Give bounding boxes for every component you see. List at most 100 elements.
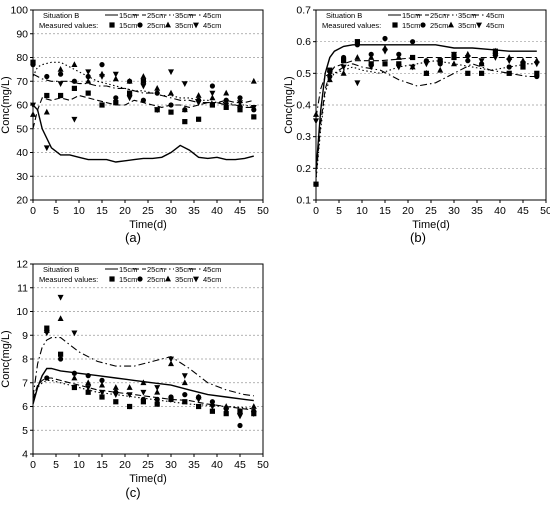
y-tick-label: 20 — [16, 195, 28, 207]
measured-point-15cm — [71, 384, 77, 391]
chart-panel-2: 0.1 0.2 0.3 0.4 0.5 0.6 0.7 0 5 10 15 20 25 30 35 40 45 5… — [283, 5, 550, 246]
measured-point-35cm — [30, 111, 36, 117]
y-tick-label: 90 — [16, 28, 28, 40]
measured-point-15cm — [58, 92, 64, 99]
y-tick-label: 100 — [10, 5, 28, 17]
measured-point-15cm — [209, 408, 215, 414]
measured-point-45cm — [71, 330, 78, 337]
measured-point-35cm — [85, 379, 92, 386]
series-line-15cm — [32, 367, 254, 405]
measured-point-35cm — [195, 92, 202, 98]
measured-point-45cm — [237, 413, 243, 420]
measured-point-45cm — [451, 51, 457, 58]
measured-point-25cm — [382, 35, 388, 42]
x-axis-label: Time(d) — [412, 219, 449, 231]
legend-marker-label: 25cm — [430, 21, 448, 30]
legend-box — [34, 11, 222, 31]
measured-point-25cm — [313, 181, 319, 187]
legend-title: Situation B — [43, 265, 79, 274]
legend-line-label: 15cm — [119, 265, 137, 274]
measured-point-25cm — [71, 370, 77, 376]
measured-point-15cm — [196, 116, 202, 122]
measured-point-15cm — [71, 85, 77, 91]
measured-point-35cm — [223, 89, 230, 96]
measured-point-25cm — [44, 73, 50, 80]
measured-point-45cm — [478, 58, 485, 65]
measured-point-25cm — [30, 62, 36, 68]
measured-point-45cm — [382, 48, 388, 55]
measured-point-45cm — [520, 61, 526, 68]
measured-point-45cm — [126, 392, 133, 399]
measured-point-35cm — [140, 73, 147, 79]
legend-measured-title: Measured values: — [322, 21, 381, 30]
x-tick-label: 15 — [379, 205, 391, 217]
x-tick-label: 10 — [73, 205, 85, 217]
measured-point-45cm — [533, 61, 540, 68]
measured-point-25cm — [140, 396, 146, 402]
measured-point-35cm — [181, 379, 188, 386]
measured-point-25cm — [237, 95, 243, 101]
x-tick-label: 30 — [165, 205, 177, 217]
legend-marker-35cm — [165, 275, 171, 282]
measured-point-45cm — [464, 55, 471, 61]
measured-point-15cm — [58, 351, 64, 357]
legend-title: Situation B — [43, 11, 79, 20]
x-tick-label: 0 — [30, 459, 36, 471]
legend-marker-label: 35cm — [175, 275, 193, 284]
legend-marker-label: 15cm — [119, 21, 137, 30]
series-line-35cm — [32, 61, 254, 108]
x-tick-label: 5 — [336, 205, 342, 217]
y-tick-label: 70 — [16, 76, 28, 88]
legend-marker-35cm — [165, 21, 171, 28]
measured-point-15cm — [251, 114, 257, 120]
x-tick-label: 10 — [356, 205, 368, 217]
legend-line-label: 45cm — [203, 11, 221, 20]
measured-point-45cm — [354, 80, 361, 87]
measured-point-45cm — [181, 373, 188, 380]
measured-point-35cm — [140, 379, 147, 386]
legend-line-label: 35cm — [175, 265, 193, 274]
x-tick-label: 50 — [257, 459, 269, 471]
measured-point-35cm — [250, 77, 257, 84]
measured-point-35cm — [423, 69, 430, 76]
legend-measured-title: Measured values: — [39, 275, 98, 284]
x-tick-label: 25 — [142, 205, 154, 217]
measured-point-15cm — [327, 67, 333, 73]
measured-point-45cm — [112, 71, 119, 78]
x-tick-label: 40 — [211, 205, 223, 217]
x-tick-label: 25 — [425, 205, 437, 217]
measured-point-35cm — [250, 403, 257, 409]
measured-point-15cm — [196, 403, 202, 410]
measured-point-15cm — [85, 90, 91, 96]
measured-point-15cm — [479, 70, 485, 76]
measured-point-35cm — [85, 77, 92, 84]
measured-point-15cm — [341, 58, 347, 64]
x-tick-label: 0 — [313, 205, 319, 217]
measured-point-15cm — [368, 61, 374, 67]
measured-point-45cm — [368, 64, 375, 71]
y-tick-label: 0.1 — [296, 195, 311, 207]
x-tick-label: 40 — [494, 205, 506, 217]
measured-point-25cm — [154, 90, 160, 96]
measured-point-15cm — [354, 39, 360, 45]
measured-point-35cm — [181, 106, 188, 113]
measured-point-45cm — [209, 90, 216, 97]
measured-point-35cm — [99, 381, 105, 388]
measured-point-35cm — [126, 77, 133, 84]
y-tick-label: 0.4 — [296, 100, 311, 112]
measured-point-25cm — [354, 42, 360, 48]
y-tick-label: 0.6 — [296, 36, 311, 48]
panel-label: (c) — [125, 485, 140, 500]
measured-point-15cm — [85, 389, 91, 395]
measured-point-45cm — [112, 392, 119, 399]
measured-point-45cm — [140, 389, 147, 396]
y-tick-label: 5 — [22, 425, 28, 437]
legend-marker-label: 15cm — [119, 275, 137, 284]
y-tick-label: 0.5 — [296, 68, 311, 80]
y-tick-label: 8 — [22, 354, 28, 366]
y-tick-label: 0.2 — [296, 163, 311, 175]
measured-point-15cm — [154, 401, 160, 407]
measured-point-35cm — [313, 111, 319, 117]
series-line-15cm — [32, 104, 254, 163]
